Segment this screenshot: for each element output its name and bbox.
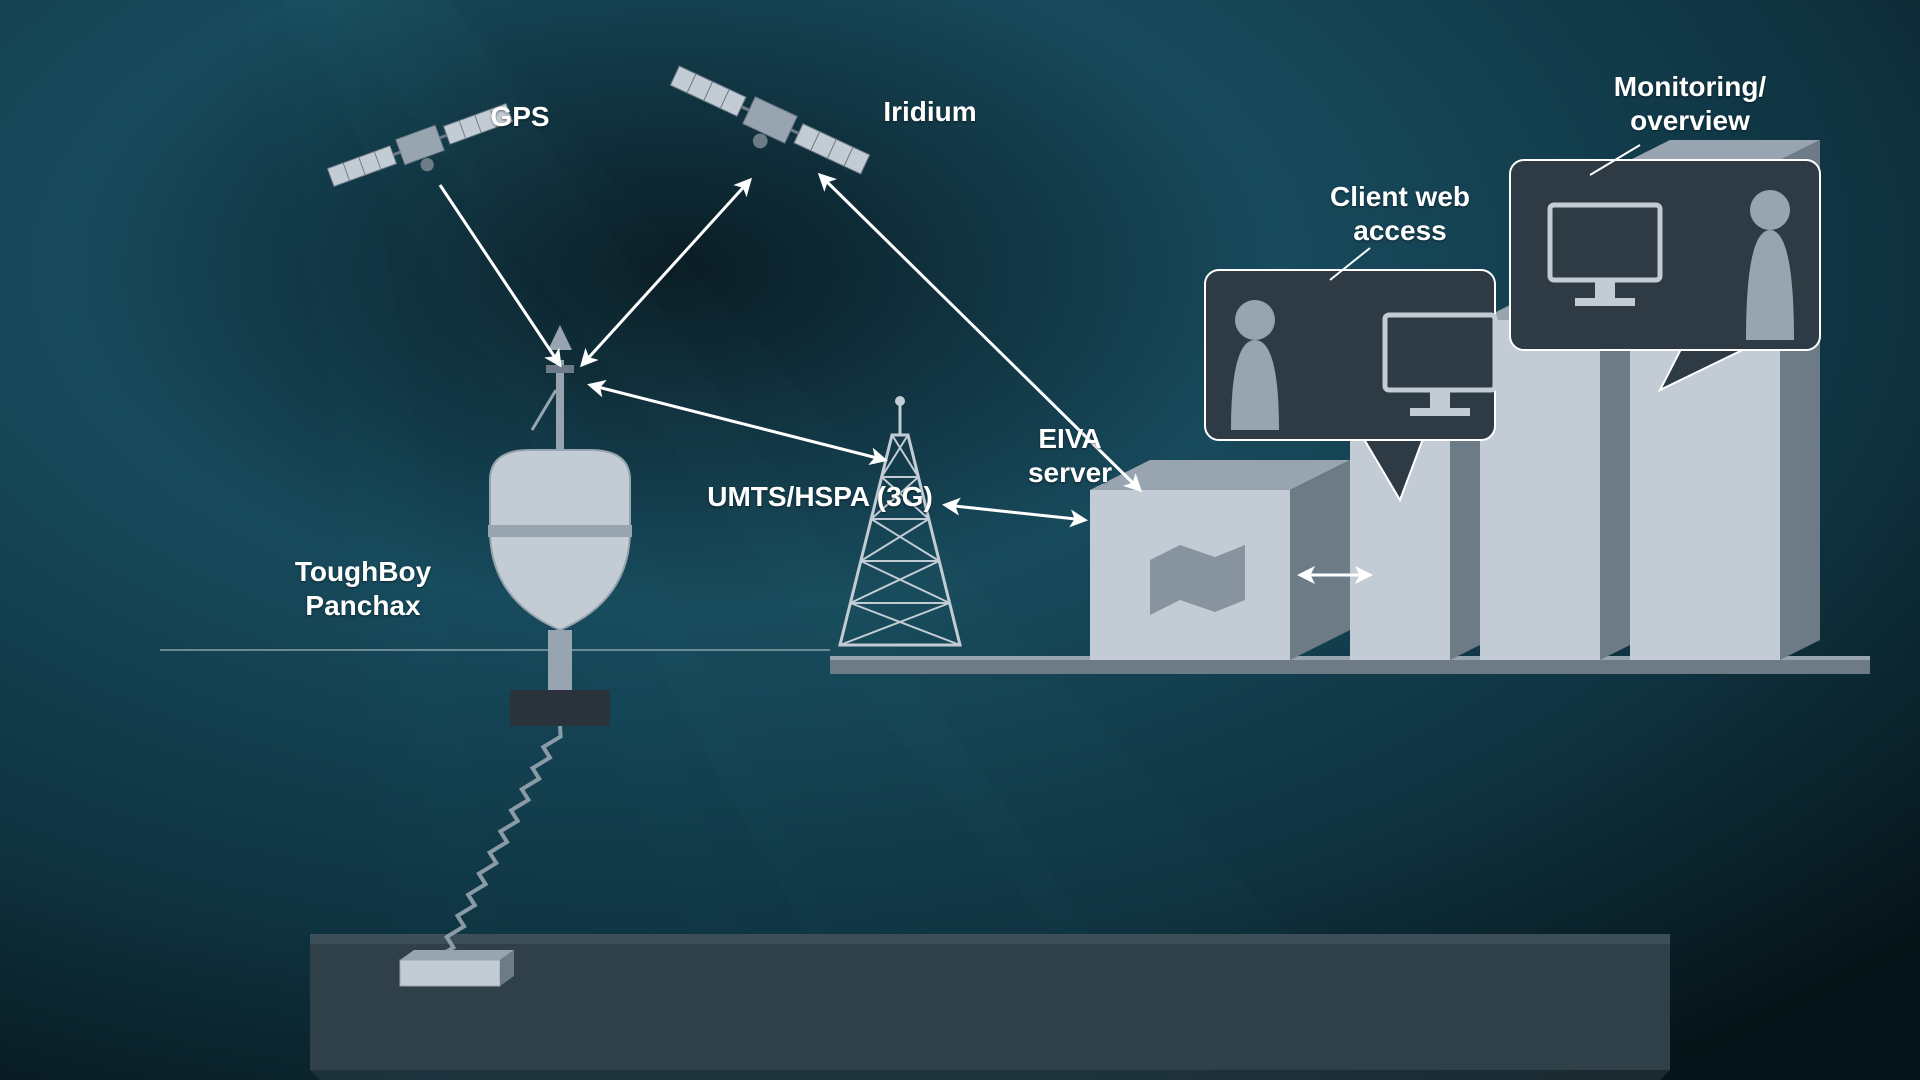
diagram-stage: GPS Iridium ToughBoy Panchax UMTS/HSPA (…: [0, 0, 1920, 1080]
label-iridium: Iridium: [850, 95, 1010, 129]
label-client: Client web access: [1290, 180, 1510, 247]
label-toughboy: ToughBoy Panchax: [253, 555, 473, 622]
label-monitoring: Monitoring/ overview: [1570, 70, 1810, 137]
diagram-svg: [0, 0, 1920, 1080]
label-umts: UMTS/HSPA (3G): [660, 480, 980, 514]
label-gps: GPS: [460, 100, 580, 134]
label-eiva: EIVA server: [990, 422, 1150, 489]
